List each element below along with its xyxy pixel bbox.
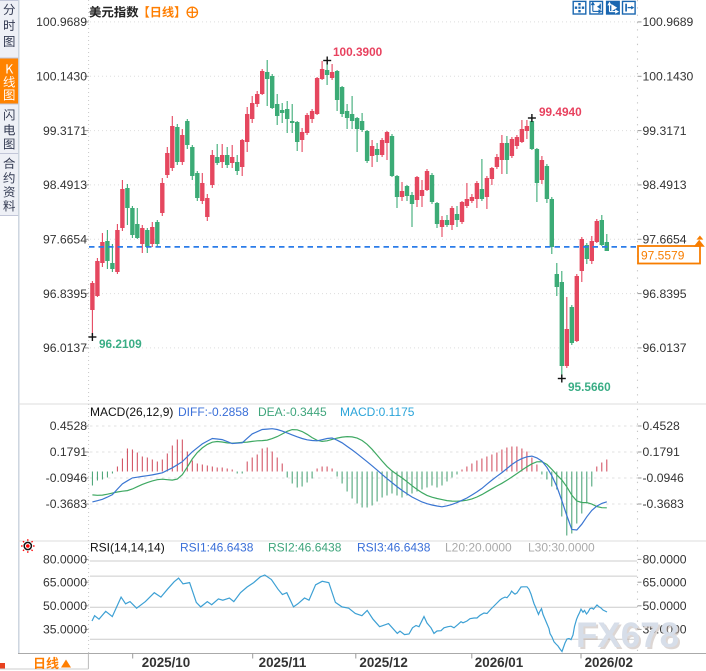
- svg-text:96.2109: 96.2109: [99, 337, 142, 351]
- svg-text:35.0000: 35.0000: [43, 623, 87, 637]
- svg-text:96.0137: 96.0137: [43, 341, 87, 355]
- svg-text:50.0000: 50.0000: [43, 599, 87, 613]
- svg-text:2025/10: 2025/10: [142, 655, 190, 670]
- svg-text:MACD(26,12,9): MACD(26,12,9): [90, 405, 173, 419]
- svg-text:50.0000: 50.0000: [643, 599, 687, 613]
- svg-text:98.4913: 98.4913: [43, 178, 87, 192]
- svg-text:2026/01: 2026/01: [475, 655, 524, 670]
- svg-text:97.6654: 97.6654: [643, 233, 687, 247]
- svg-text:2026/02: 2026/02: [585, 655, 633, 670]
- svg-text:95.5660: 95.5660: [568, 380, 611, 394]
- svg-text:-0.3683: -0.3683: [643, 497, 685, 511]
- svg-text:99.4940: 99.4940: [539, 105, 582, 119]
- svg-text:99.3171: 99.3171: [643, 124, 687, 138]
- svg-text:35.0000: 35.0000: [643, 623, 687, 637]
- svg-text:RSI3:46.6438: RSI3:46.6438: [357, 541, 431, 555]
- svg-text:99.3171: 99.3171: [43, 124, 87, 138]
- svg-text:100.1430: 100.1430: [36, 70, 87, 84]
- svg-text:96.0137: 96.0137: [643, 341, 687, 355]
- svg-text:L30:30.0000: L30:30.0000: [528, 541, 595, 555]
- svg-text:2025/12: 2025/12: [359, 655, 407, 670]
- svg-text:FX678: FX678: [578, 618, 681, 657]
- svg-text:-0.0946: -0.0946: [46, 471, 88, 485]
- svg-text:100.1430: 100.1430: [643, 70, 694, 84]
- svg-text:RSI2:46.6438: RSI2:46.6438: [268, 541, 342, 555]
- svg-text:96.8395: 96.8395: [643, 287, 687, 301]
- svg-text:RSI(14,14,14): RSI(14,14,14): [90, 541, 165, 555]
- svg-text:80.0000: 80.0000: [43, 553, 87, 567]
- svg-text:0.1791: 0.1791: [50, 445, 87, 459]
- svg-text:DIFF:-0.2858: DIFF:-0.2858: [178, 405, 249, 419]
- svg-text:L20:20.0000: L20:20.0000: [445, 541, 512, 555]
- svg-text:97.5579: 97.5579: [641, 249, 685, 263]
- svg-text:0.4528: 0.4528: [50, 419, 87, 433]
- svg-text:RSI1:46.6438: RSI1:46.6438: [180, 541, 254, 555]
- svg-text:2025/11: 2025/11: [259, 655, 307, 670]
- svg-text:DEA:-0.3445: DEA:-0.3445: [258, 405, 327, 419]
- svg-text:98.4913: 98.4913: [643, 178, 687, 192]
- svg-text:97.6654: 97.6654: [43, 233, 87, 247]
- svg-text:MACD:0.1175: MACD:0.1175: [340, 405, 415, 419]
- svg-text:65.0000: 65.0000: [643, 575, 687, 589]
- svg-text:100.3900: 100.3900: [333, 45, 383, 59]
- svg-text:0.4528: 0.4528: [643, 419, 680, 433]
- svg-text:96.8395: 96.8395: [43, 287, 87, 301]
- svg-text:-0.3683: -0.3683: [46, 497, 88, 511]
- svg-text:0.1791: 0.1791: [643, 445, 680, 459]
- svg-text:-0.0946: -0.0946: [643, 471, 685, 485]
- svg-text:100.9689: 100.9689: [643, 15, 694, 29]
- svg-text:80.0000: 80.0000: [643, 553, 687, 567]
- svg-text:65.0000: 65.0000: [43, 575, 87, 589]
- svg-text:FX678: FX678: [576, 616, 679, 655]
- svg-text:100.9689: 100.9689: [36, 15, 87, 29]
